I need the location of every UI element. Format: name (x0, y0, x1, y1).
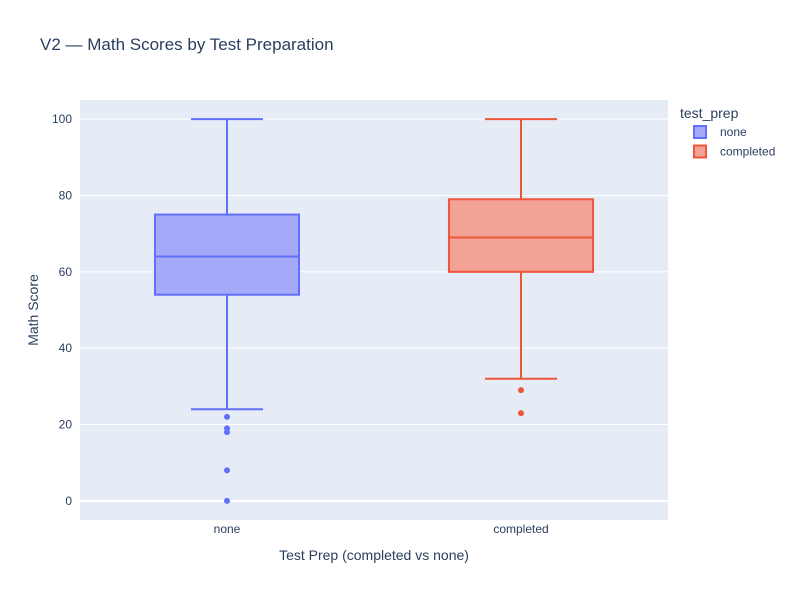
iqr-box-none (153, 213, 301, 296)
chart-title: V2 — Math Scores by Test Preparation (40, 35, 334, 54)
box-none (153, 118, 301, 504)
legend-label-none: none (720, 125, 747, 139)
legend: test_prep none completed (680, 105, 775, 159)
y-axis-ticks: 0 20 40 60 80 100 (52, 112, 72, 508)
x-tick-label-none: none (214, 522, 241, 536)
legend-swatch-none (693, 125, 707, 139)
iqr-box-completed (447, 198, 595, 273)
y-tick-label-20: 20 (59, 418, 73, 432)
outlier-point-completed-0 (518, 387, 524, 394)
x-axis-title: Test Prep (completed vs none) (279, 547, 469, 563)
outlier-point-none-0 (224, 413, 230, 420)
legend-label-completed: completed (720, 145, 775, 159)
box-completed (447, 118, 595, 417)
x-axis-ticks: none completed (214, 522, 549, 536)
outlier-point-none-2 (224, 429, 230, 436)
legend-item-completed: completed (693, 144, 775, 159)
y-tick-label-100: 100 (52, 112, 72, 126)
legend-item-none: none (693, 125, 747, 139)
plot-area (80, 100, 668, 520)
outlier-point-none-4 (224, 497, 230, 504)
outlier-point-completed-1 (518, 410, 524, 417)
legend-title: test_prep (680, 105, 739, 121)
y-tick-label-80: 80 (59, 188, 73, 202)
y-tick-label-40: 40 (59, 341, 73, 355)
y-tick-label-60: 60 (59, 265, 73, 279)
y-tick-label-0: 0 (65, 494, 72, 508)
box-series (153, 118, 595, 504)
legend-swatch-completed (693, 144, 707, 159)
outlier-point-none-3 (224, 467, 230, 474)
y-axis-title: Math Score (25, 274, 41, 346)
x-tick-label-completed: completed (493, 522, 548, 536)
